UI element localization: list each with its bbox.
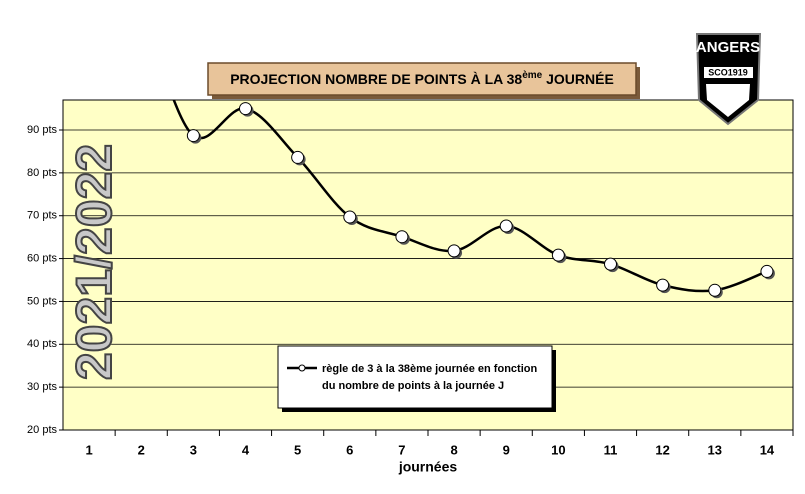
x-tick-label: 1	[85, 442, 92, 457]
marker	[656, 278, 670, 292]
title-box	[207, 62, 637, 96]
y-tick-label: 30 pts	[27, 381, 57, 393]
marker-shadow	[137, 23, 149, 35]
x-tick-label: 8	[450, 442, 457, 457]
chart-title: PROJECTION NOMBRE DE POINTS À LA 38ème J…	[230, 70, 614, 87]
x-tick-label: 11	[604, 442, 618, 457]
marker	[135, 21, 147, 33]
marker	[83, 21, 95, 33]
legend	[277, 345, 553, 409]
marker	[708, 283, 722, 297]
y-tick-label: 80 pts	[27, 167, 57, 179]
x-tick-label: 5	[294, 442, 301, 457]
marker	[604, 257, 617, 271]
marker-shadow	[85, 23, 97, 35]
y-tick-label: 60 pts	[27, 252, 57, 264]
logo: ANGERS SCO1919	[696, 33, 762, 126]
marker	[499, 219, 513, 233]
marker	[447, 244, 461, 258]
marker	[186, 129, 200, 143]
title-sup: ème	[522, 70, 542, 81]
logo-code: SCO1919	[708, 67, 748, 77]
marker	[551, 248, 565, 262]
x-tick-label: 3	[190, 442, 197, 457]
x-axis-label: journées	[398, 459, 458, 475]
logo-name: ANGERS	[696, 39, 760, 56]
marker	[239, 102, 252, 116]
marker	[395, 230, 409, 244]
y-tick-label: 90 pts	[27, 124, 57, 136]
x-tick-label: 13	[708, 442, 722, 457]
title-part: JOURNÉE	[542, 71, 614, 87]
marker	[343, 210, 357, 224]
grid	[59, 129, 794, 436]
marker	[291, 150, 305, 164]
y-tick-label: 40 pts	[27, 338, 57, 350]
x-tick-label: 6	[346, 442, 353, 457]
title-part: PROJECTION NOMBRE DE POINTS À LA 38	[230, 71, 522, 87]
x-tick-label: 14	[760, 442, 775, 457]
x-tick-label: 9	[503, 442, 510, 457]
x-tick-label: 7	[398, 442, 405, 457]
season-watermark: 2021/2022	[66, 144, 122, 380]
marker	[760, 264, 774, 278]
x-tick-label: 2	[138, 442, 145, 457]
y-tick-label: 20 pts	[27, 424, 57, 436]
x-tick-label: 10	[551, 442, 565, 457]
legend-marker	[298, 364, 306, 372]
x-tick-label: 4	[242, 442, 250, 457]
y-tick-label: 50 pts	[27, 295, 57, 307]
series-line	[83, 21, 775, 299]
legend-label: du nombre de points à la journée J	[322, 380, 504, 392]
y-tick-label: 70 pts	[27, 210, 57, 222]
x-tick-label: 12	[655, 442, 669, 457]
legend-label: règle de 3 à la 38ème journée en fonctio…	[322, 363, 537, 375]
